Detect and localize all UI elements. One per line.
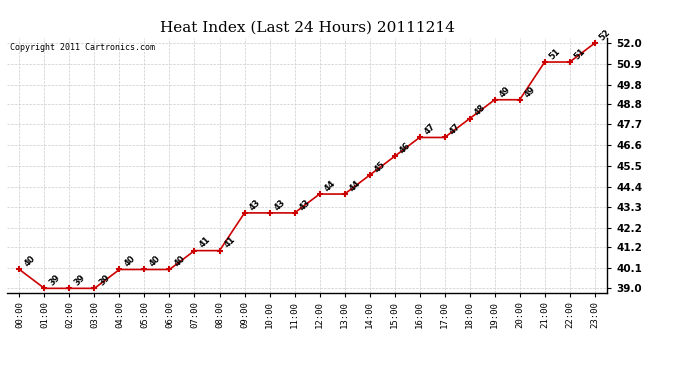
Text: 44: 44: [322, 178, 337, 193]
Text: 40: 40: [172, 254, 187, 269]
Text: 39: 39: [72, 273, 87, 288]
Title: Heat Index (Last 24 Hours) 20111214: Heat Index (Last 24 Hours) 20111214: [159, 21, 455, 35]
Text: 48: 48: [473, 103, 487, 118]
Text: 43: 43: [273, 198, 287, 212]
Text: 41: 41: [197, 235, 212, 250]
Text: 44: 44: [347, 178, 362, 193]
Text: 47: 47: [422, 122, 437, 136]
Text: 45: 45: [373, 160, 387, 174]
Text: 43: 43: [247, 198, 262, 212]
Text: 47: 47: [447, 122, 462, 136]
Text: Copyright 2011 Cartronics.com: Copyright 2011 Cartronics.com: [10, 43, 155, 52]
Text: 41: 41: [222, 235, 237, 250]
Text: 40: 40: [122, 254, 137, 269]
Text: 51: 51: [573, 46, 587, 61]
Text: 39: 39: [47, 273, 61, 288]
Text: 49: 49: [497, 84, 512, 99]
Text: 39: 39: [97, 273, 112, 288]
Text: 49: 49: [522, 84, 537, 99]
Text: 43: 43: [297, 198, 312, 212]
Text: 46: 46: [397, 141, 412, 156]
Text: 51: 51: [547, 46, 562, 61]
Text: 40: 40: [22, 254, 37, 269]
Text: 40: 40: [147, 254, 162, 269]
Text: 52: 52: [598, 28, 612, 42]
